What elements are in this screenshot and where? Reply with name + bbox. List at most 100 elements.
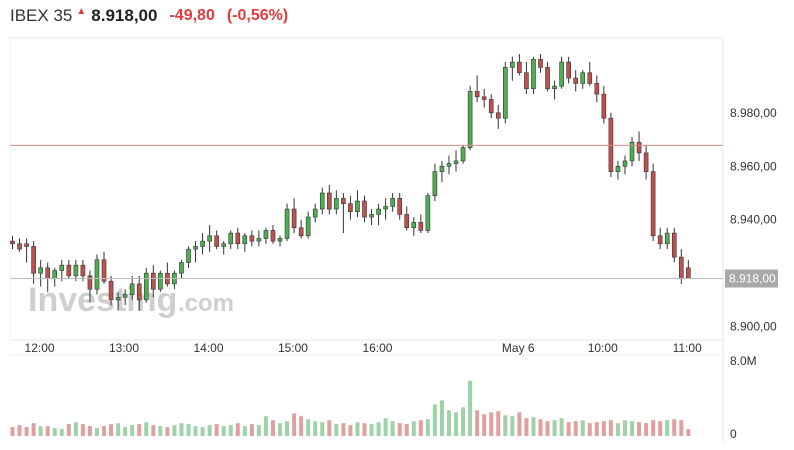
candle-up xyxy=(383,206,388,210)
volume-axis: 8.0M 0 xyxy=(730,354,757,441)
x-tick-label: 11:00 xyxy=(673,341,702,355)
candle-down xyxy=(66,264,72,277)
candle-up xyxy=(622,160,628,167)
volume-bar xyxy=(116,423,121,436)
candle-down xyxy=(24,243,29,247)
candle-down xyxy=(573,77,579,84)
volume-bar xyxy=(397,423,402,436)
volume-bar xyxy=(432,404,437,436)
candle-up xyxy=(59,264,65,271)
volume-bar xyxy=(439,400,444,436)
candle-up xyxy=(38,267,43,274)
volume-bar xyxy=(475,410,480,436)
y-tick-label: 8.980,00 xyxy=(730,106,777,120)
volume-bar xyxy=(404,424,409,436)
candle-up xyxy=(432,171,438,196)
y-tick-label: 8.940,00 xyxy=(730,213,777,227)
volume-bar xyxy=(123,427,128,436)
candle-down xyxy=(474,91,480,98)
candle-up xyxy=(376,208,381,215)
volume-bar xyxy=(235,423,240,436)
candle-down xyxy=(671,232,677,258)
candle-up xyxy=(305,216,311,237)
volume-bar xyxy=(249,424,254,436)
last-price: 8.918,00 xyxy=(91,6,158,25)
volume-bar xyxy=(193,426,198,436)
volume-bar xyxy=(651,420,656,436)
quote-header: IBEX 35 ▲ 8.918,00 -49,80 (-0,56%) xyxy=(10,4,288,28)
volume-bar xyxy=(376,422,381,436)
candle-up xyxy=(242,235,248,245)
candle-down xyxy=(566,61,571,79)
volume-bar xyxy=(644,423,649,436)
volume-bar xyxy=(172,425,177,436)
volume-bar xyxy=(573,421,578,436)
candle-up xyxy=(369,214,374,218)
volume-bar xyxy=(622,420,627,436)
volume-bar xyxy=(186,424,191,436)
volume-bar xyxy=(263,416,268,436)
candles-group xyxy=(10,54,691,311)
volume-bar xyxy=(242,426,247,436)
volume-bar xyxy=(52,428,57,436)
volume-bar xyxy=(489,412,494,436)
volume-bar xyxy=(446,410,451,436)
volume-bar xyxy=(292,413,297,436)
symbol-name[interactable]: IBEX 35 xyxy=(10,6,73,25)
volume-bar xyxy=(425,419,430,436)
volume-bar xyxy=(151,425,156,436)
volume-bar xyxy=(278,423,283,436)
candle-down xyxy=(650,171,656,237)
candle-up xyxy=(143,272,149,301)
candle-down xyxy=(45,267,51,279)
candle-down xyxy=(594,83,600,95)
candle-up xyxy=(460,147,466,162)
candle-up xyxy=(179,262,184,274)
candle-down xyxy=(488,99,494,114)
volume-bar xyxy=(503,415,508,436)
candle-down xyxy=(270,230,276,242)
volume-bar xyxy=(24,427,29,436)
volume-bar xyxy=(369,424,374,436)
volume-bar xyxy=(637,422,642,436)
candle-down xyxy=(80,264,86,277)
volume-bar xyxy=(355,422,360,436)
candle-down xyxy=(601,93,607,119)
time-axis: 12:00 13:00 14:00 15:00 16:00 May 6 10:00 11:00 xyxy=(25,341,703,355)
candle-up xyxy=(256,238,262,242)
volume-bar xyxy=(461,407,466,436)
volume-bar xyxy=(59,429,64,436)
candle-down xyxy=(151,272,156,290)
volume-bar xyxy=(559,418,564,436)
candle-down xyxy=(418,222,424,231)
volume-bar xyxy=(418,420,423,436)
candle-up xyxy=(334,198,339,210)
last-price-tag xyxy=(725,269,778,288)
candle-up xyxy=(580,72,586,84)
volume-bar xyxy=(10,427,15,436)
volume-bar xyxy=(137,424,142,436)
volume-bar xyxy=(102,426,107,436)
volume-bar xyxy=(45,426,50,436)
volume-bars xyxy=(10,380,691,436)
x-tick-label: 13:00 xyxy=(109,341,139,355)
red-up-arrow-icon: ▲ xyxy=(76,5,87,17)
volume-bar xyxy=(221,426,226,436)
volume-bar xyxy=(580,420,585,436)
candle-down xyxy=(587,72,593,84)
volume-bar xyxy=(327,420,332,436)
candle-down xyxy=(678,256,684,279)
grid-lines xyxy=(9,37,724,442)
candle-up xyxy=(510,61,515,68)
candle-up xyxy=(312,208,318,218)
volume-bar xyxy=(665,420,670,436)
volume-bar xyxy=(524,418,529,436)
candle-up xyxy=(129,283,135,295)
candle-down xyxy=(545,67,550,90)
candle-up xyxy=(193,246,198,250)
candle-up xyxy=(228,232,234,245)
volume-bar xyxy=(630,421,635,436)
candle-down xyxy=(686,267,691,279)
candle-up xyxy=(284,208,290,239)
